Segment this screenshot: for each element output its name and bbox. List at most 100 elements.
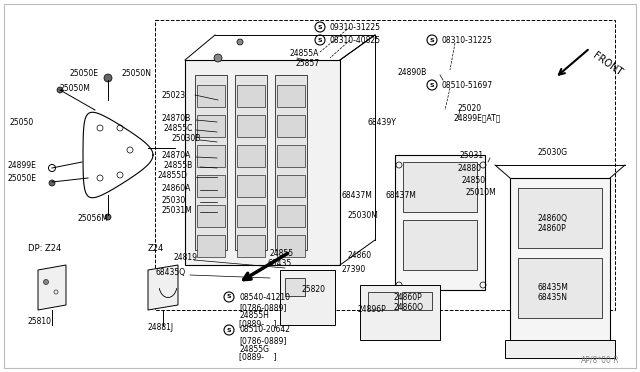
Bar — [197, 115, 225, 137]
Text: 24860A: 24860A — [162, 183, 191, 192]
Text: S: S — [227, 295, 231, 299]
Bar — [197, 235, 225, 257]
Text: 25020: 25020 — [457, 103, 481, 112]
Bar — [155, 20, 615, 310]
Bar — [195, 75, 227, 250]
Text: 24855H: 24855H — [239, 311, 269, 321]
Text: 24860: 24860 — [348, 250, 372, 260]
Bar — [237, 115, 265, 137]
Text: 24819: 24819 — [173, 253, 197, 263]
Text: 25030B: 25030B — [172, 134, 202, 142]
Bar — [275, 75, 307, 250]
Text: 24855: 24855 — [270, 248, 294, 257]
Bar — [277, 175, 305, 197]
Text: 25810: 25810 — [28, 317, 52, 327]
Text: [0889-    ]: [0889- ] — [239, 320, 276, 328]
Text: 24899E〈AT〉: 24899E〈AT〉 — [453, 113, 500, 122]
Text: 24855B: 24855B — [163, 160, 192, 170]
Text: 25030M: 25030M — [348, 211, 379, 219]
Text: S: S — [317, 38, 323, 42]
Text: 24855G: 24855G — [239, 344, 269, 353]
Text: S: S — [317, 25, 323, 29]
Text: 68435N: 68435N — [537, 294, 567, 302]
Bar — [237, 205, 265, 227]
Text: 68439Y: 68439Y — [368, 118, 397, 126]
Text: [0786-0889]: [0786-0889] — [239, 337, 286, 346]
Text: 24870B: 24870B — [162, 113, 191, 122]
Bar — [277, 205, 305, 227]
Text: 25050E: 25050E — [8, 173, 37, 183]
Text: 68437M: 68437M — [342, 190, 373, 199]
Text: 68435: 68435 — [267, 259, 291, 267]
Bar — [185, 60, 340, 265]
Text: 24860O: 24860O — [393, 304, 423, 312]
Polygon shape — [38, 265, 66, 310]
Text: 24870A: 24870A — [162, 151, 191, 160]
Text: S: S — [227, 327, 231, 333]
Bar — [285, 278, 305, 296]
Text: 09310-31225: 09310-31225 — [330, 22, 381, 32]
Bar — [197, 175, 225, 197]
Bar — [518, 188, 602, 248]
Bar — [235, 75, 267, 250]
Text: 25050: 25050 — [10, 118, 35, 126]
Text: 24860P: 24860P — [537, 224, 566, 232]
Text: 08540-41210: 08540-41210 — [239, 292, 290, 301]
Text: 24855A: 24855A — [290, 48, 319, 58]
Text: S: S — [429, 83, 435, 87]
Text: 24860Q: 24860Q — [537, 214, 567, 222]
Text: Z24: Z24 — [148, 244, 164, 253]
Text: 68437M: 68437M — [385, 190, 416, 199]
Text: 08510-20642: 08510-20642 — [239, 326, 290, 334]
Bar — [197, 85, 225, 107]
Text: 25857: 25857 — [295, 58, 319, 67]
Circle shape — [214, 54, 222, 62]
Text: 08310-31225: 08310-31225 — [442, 35, 493, 45]
Text: 25031M: 25031M — [162, 205, 193, 215]
Text: 25030: 25030 — [162, 196, 186, 205]
Text: S: S — [429, 38, 435, 42]
Text: 25050E: 25050E — [70, 68, 99, 77]
Bar — [403, 162, 477, 212]
Text: 24899E: 24899E — [8, 160, 37, 170]
Circle shape — [44, 279, 49, 285]
Bar — [518, 258, 602, 318]
Text: 25050N: 25050N — [122, 68, 152, 77]
Circle shape — [105, 214, 111, 220]
Text: 24880: 24880 — [458, 164, 482, 173]
Text: [0786-0889]: [0786-0889] — [239, 304, 286, 312]
Bar — [280, 270, 335, 325]
Bar — [402, 292, 432, 310]
Bar — [237, 235, 265, 257]
Text: 27390: 27390 — [342, 266, 366, 275]
Text: 24890B: 24890B — [397, 67, 426, 77]
Text: 08510-51697: 08510-51697 — [442, 80, 493, 90]
Text: 25820: 25820 — [302, 285, 326, 295]
Text: 25023: 25023 — [162, 90, 186, 99]
Text: 68435M: 68435M — [537, 283, 568, 292]
Bar — [237, 175, 265, 197]
Text: 25056M: 25056M — [78, 214, 109, 222]
Text: 25010M: 25010M — [465, 187, 496, 196]
Bar — [277, 235, 305, 257]
Text: 25050M: 25050M — [60, 83, 91, 93]
Text: DP: Z24: DP: Z24 — [28, 244, 61, 253]
Bar — [277, 85, 305, 107]
Text: 24850: 24850 — [462, 176, 486, 185]
Circle shape — [49, 180, 55, 186]
Text: 24855D: 24855D — [158, 170, 188, 180]
Circle shape — [104, 74, 112, 82]
Bar — [505, 340, 615, 358]
Bar — [368, 292, 398, 310]
Bar — [197, 145, 225, 167]
Text: [0889-    ]: [0889- ] — [239, 353, 276, 362]
Text: 24855C: 24855C — [163, 124, 193, 132]
Bar — [277, 115, 305, 137]
Bar — [403, 220, 477, 270]
Bar — [197, 205, 225, 227]
Bar — [237, 85, 265, 107]
Text: 24896P: 24896P — [358, 305, 387, 314]
Text: FRONT: FRONT — [591, 51, 624, 78]
Polygon shape — [148, 265, 178, 310]
Text: 08310-40825: 08310-40825 — [330, 35, 381, 45]
